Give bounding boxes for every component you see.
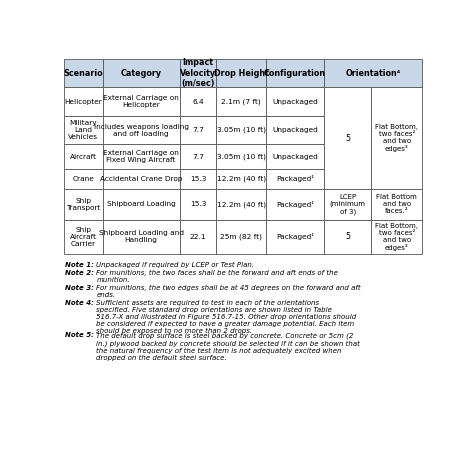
- Bar: [102, 59, 180, 87]
- Text: Flat Bottom
and two
faces.²: Flat Bottom and two faces.²: [376, 194, 417, 214]
- Bar: [324, 59, 422, 87]
- Bar: [180, 169, 217, 189]
- Text: 7.7: 7.7: [192, 153, 204, 159]
- Text: Drop Height: Drop Height: [214, 69, 269, 78]
- Bar: [324, 87, 372, 189]
- Bar: [217, 87, 266, 116]
- Text: 7.7: 7.7: [192, 127, 204, 133]
- Bar: [266, 220, 324, 254]
- Text: Impact
Velocity
(m/sec): Impact Velocity (m/sec): [180, 58, 216, 88]
- Bar: [217, 169, 266, 189]
- Bar: [64, 87, 102, 116]
- Text: 3.05m (10 ft): 3.05m (10 ft): [217, 127, 265, 133]
- Text: Unpackaged: Unpackaged: [272, 127, 318, 133]
- Text: External Carriage on
Helicopter: External Carriage on Helicopter: [103, 95, 179, 108]
- Text: Configuration: Configuration: [264, 69, 326, 78]
- Text: Ship
Transport: Ship Transport: [66, 198, 100, 211]
- Bar: [102, 116, 180, 144]
- Text: Ship
Aircraft
Carrier: Ship Aircraft Carrier: [70, 227, 97, 247]
- Text: Military
Land
Vehicles: Military Land Vehicles: [68, 120, 98, 140]
- Text: 15.3: 15.3: [190, 202, 206, 207]
- Text: 5: 5: [345, 232, 350, 242]
- Bar: [180, 144, 217, 169]
- Bar: [102, 169, 180, 189]
- Bar: [102, 144, 180, 169]
- Bar: [217, 189, 266, 220]
- Text: Flat Bottom,
two faces²
and two
edges³: Flat Bottom, two faces² and two edges³: [375, 124, 418, 152]
- Text: Aircraft: Aircraft: [70, 153, 97, 159]
- Bar: [217, 59, 266, 87]
- Bar: [324, 220, 372, 254]
- Text: 5: 5: [345, 133, 350, 143]
- Bar: [102, 220, 180, 254]
- Text: Unpackaged: Unpackaged: [272, 153, 318, 159]
- Text: For munitions, the two edges shall be at 45 degrees on the forward and aft
ends.: For munitions, the two edges shall be at…: [96, 285, 361, 298]
- Bar: [372, 87, 422, 189]
- Text: Packaged¹: Packaged¹: [276, 201, 314, 208]
- Text: Includes weapons loading
and off loading: Includes weapons loading and off loading: [93, 123, 189, 137]
- Text: Accidental Crane Drop: Accidental Crane Drop: [100, 176, 182, 182]
- Text: Unpackaged if required by LCEP or Test Plan.: Unpackaged if required by LCEP or Test P…: [96, 262, 255, 268]
- Text: Category: Category: [120, 69, 162, 78]
- Bar: [266, 169, 324, 189]
- Text: 15.3: 15.3: [190, 176, 206, 182]
- Bar: [64, 144, 102, 169]
- Bar: [324, 189, 372, 220]
- Text: Orientation⁴: Orientation⁴: [346, 69, 401, 78]
- Text: The default drop surface is steel backed by concrete. Concrete or 5cm (2
in.) pl: The default drop surface is steel backed…: [96, 332, 360, 361]
- Bar: [64, 116, 102, 144]
- Bar: [266, 116, 324, 144]
- Text: Sufficient assets are required to test in each of the orientations
specified. Fi: Sufficient assets are required to test i…: [96, 300, 357, 334]
- Bar: [266, 144, 324, 169]
- Text: Scenario: Scenario: [64, 69, 103, 78]
- Text: 22.1: 22.1: [190, 234, 206, 240]
- Bar: [64, 220, 102, 254]
- Text: LCEP
(minimum
of 3): LCEP (minimum of 3): [330, 194, 366, 215]
- Bar: [180, 189, 217, 220]
- Text: 3.05m (10 ft): 3.05m (10 ft): [217, 153, 265, 160]
- Bar: [64, 189, 102, 220]
- Bar: [180, 59, 217, 87]
- Text: Note 3:: Note 3:: [65, 285, 94, 291]
- Text: Note 4:: Note 4:: [65, 300, 94, 306]
- Bar: [102, 189, 180, 220]
- Bar: [180, 116, 217, 144]
- Bar: [180, 87, 217, 116]
- Bar: [64, 169, 102, 189]
- Text: 12.2m (40 ft): 12.2m (40 ft): [217, 201, 266, 207]
- Text: For munitions, the two faces shall be the forward and aft ends of the
munition.: For munitions, the two faces shall be th…: [96, 270, 338, 283]
- Text: Note 2:: Note 2:: [65, 270, 94, 276]
- Text: Packaged¹: Packaged¹: [276, 175, 314, 183]
- Text: Shipboard Loading and
Handling: Shipboard Loading and Handling: [99, 231, 183, 243]
- Text: 25m (82 ft): 25m (82 ft): [220, 234, 262, 240]
- Text: Shipboard Loading: Shipboard Loading: [107, 202, 175, 207]
- Text: External Carriage on
Fixed Wing Aircraft: External Carriage on Fixed Wing Aircraft: [103, 150, 179, 163]
- Bar: [372, 189, 422, 220]
- Text: 12.2m (40 ft): 12.2m (40 ft): [217, 176, 266, 182]
- Bar: [102, 87, 180, 116]
- Bar: [266, 189, 324, 220]
- Bar: [217, 116, 266, 144]
- Bar: [180, 220, 217, 254]
- Text: Helicopter: Helicopter: [64, 99, 102, 104]
- Text: Note 1:: Note 1:: [65, 262, 94, 267]
- Text: Flat Bottom,
two faces²
and two
edges³: Flat Bottom, two faces² and two edges³: [375, 223, 418, 251]
- Text: 6.4: 6.4: [192, 99, 204, 104]
- Bar: [266, 59, 324, 87]
- Text: Unpackaged: Unpackaged: [272, 99, 318, 104]
- Bar: [266, 87, 324, 116]
- Text: Packaged¹: Packaged¹: [276, 233, 314, 241]
- Text: Crane: Crane: [73, 176, 94, 182]
- Text: Note 5:: Note 5:: [65, 332, 94, 338]
- Text: 2.1m (7 ft): 2.1m (7 ft): [221, 99, 261, 105]
- Bar: [217, 144, 266, 169]
- Bar: [217, 220, 266, 254]
- Bar: [372, 220, 422, 254]
- Bar: [64, 59, 102, 87]
